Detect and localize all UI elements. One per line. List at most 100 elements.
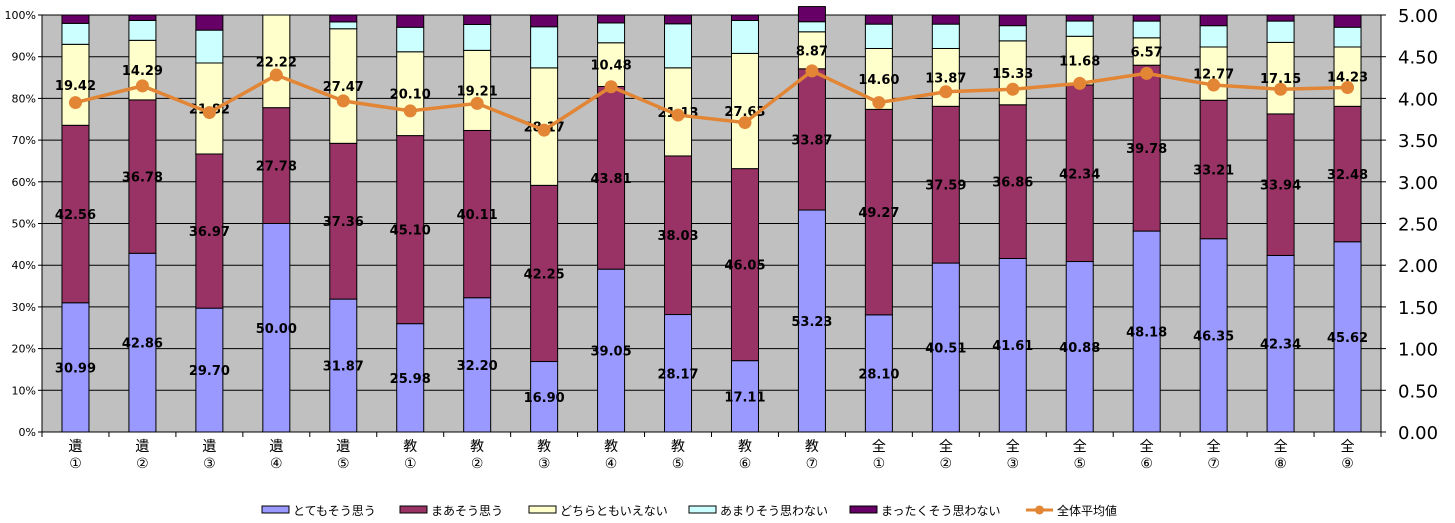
x-tick-label: ⑥ (1140, 456, 1153, 472)
data-label: 40.88 (1059, 341, 1100, 356)
y-right-tick-label: 0.50 (1398, 381, 1438, 402)
bar-segment (1333, 26, 1362, 48)
y-left-tick-label: 30% (12, 301, 36, 314)
data-label: 33.21 (1193, 163, 1234, 178)
x-tick-label: ① (404, 456, 417, 472)
bar-segment (597, 14, 626, 24)
y-left-tick-label: 50% (12, 218, 36, 231)
data-label: 8.87 (796, 44, 828, 59)
data-label: 30.99 (55, 361, 96, 376)
x-tick-label: 遺 (68, 439, 82, 455)
x-tick-label: ⑨ (1341, 456, 1354, 472)
data-label: 39.78 (1126, 142, 1167, 157)
bar-segment (329, 14, 358, 23)
bar-segment (262, 14, 291, 109)
x-tick-label: 教 (403, 439, 417, 455)
bar-segment (1065, 35, 1094, 86)
data-label: 32.20 (457, 359, 498, 374)
data-label: 49.27 (858, 206, 899, 221)
y-left-tick-label: 0% (19, 426, 36, 439)
bar-segment (463, 49, 492, 131)
data-label: 50.00 (256, 322, 297, 337)
y-right-tick-label: 2.00 (1398, 256, 1438, 277)
x-tick-label: 全 (1006, 438, 1020, 455)
x-tick-label: 全 (1341, 438, 1355, 455)
bar-segment (998, 14, 1027, 27)
x-tick-label: 全 (1073, 438, 1087, 455)
bar-segment (396, 26, 425, 53)
bar-segment (128, 252, 157, 433)
average-point (1140, 66, 1154, 80)
average-line (75, 68, 1348, 133)
legend-swatch (528, 505, 557, 514)
data-label: 12.77 (1193, 68, 1234, 83)
bar-segment (1132, 14, 1161, 22)
bar-segment (530, 184, 559, 363)
x-tick-label: ⑤ (337, 456, 350, 472)
bar-segment (195, 29, 224, 64)
legend-label: とてもそう思う (293, 504, 376, 518)
bar-segment (1199, 238, 1228, 433)
bar-segment (864, 23, 893, 49)
bar-segment (1333, 14, 1362, 28)
bar-segment (864, 14, 893, 25)
data-label: 17.15 (1260, 72, 1301, 87)
bar-segment (1266, 254, 1295, 433)
x-tick-label: ⑥ (739, 456, 752, 472)
bar-segment (797, 209, 826, 433)
average-point (470, 96, 484, 110)
bar-segment (1199, 14, 1228, 27)
data-label: 13.87 (925, 71, 966, 86)
data-label: 38.03 (657, 229, 698, 244)
bar-segment (1266, 14, 1295, 22)
x-tick-label: 教 (470, 439, 484, 455)
data-label: 42.86 (122, 337, 163, 352)
bar-segment (128, 19, 157, 41)
y-right-tick-label: 1.00 (1398, 340, 1438, 361)
average-point (738, 116, 752, 130)
x-tick-label: 教 (805, 439, 819, 455)
x-tick-label: ⑤ (1073, 456, 1086, 472)
bar-segment (664, 155, 693, 316)
data-label: 33.94 (1260, 179, 1301, 194)
bar-segment (1266, 41, 1295, 115)
bar-segment (664, 314, 693, 433)
data-label: 46.35 (1193, 329, 1234, 344)
x-tick-label: ⑦ (806, 456, 819, 472)
data-label: 11.68 (1059, 55, 1100, 70)
bar-segment (797, 21, 826, 33)
bar-segment (1132, 20, 1161, 39)
average-point (68, 96, 82, 110)
bar-segment (1199, 99, 1228, 240)
bar-segment (396, 323, 425, 433)
data-label: 20.10 (390, 88, 431, 103)
bar-segment (1266, 113, 1295, 256)
y-right-tick-label: 4.50 (1398, 48, 1438, 69)
y-right-tick-label: 5.00 (1398, 6, 1438, 27)
data-label: 46.05 (724, 259, 765, 274)
x-tick-label: ③ (538, 456, 551, 472)
x-tick-label: 全 (872, 438, 886, 455)
bar-segment (1199, 25, 1228, 48)
bar-segment (195, 14, 224, 31)
data-label: 17.11 (724, 390, 765, 405)
legend-label: あまりそう思わない (720, 504, 828, 518)
x-tick-label: 教 (738, 439, 752, 455)
data-label: 14.60 (858, 73, 899, 88)
average-point (1073, 76, 1087, 90)
data-label: 42.56 (55, 208, 96, 223)
bar-segment (195, 307, 224, 433)
y-left-tick-label: 20% (12, 343, 36, 356)
average-point (336, 94, 350, 108)
data-label: 37.59 (925, 179, 966, 194)
bar-segment (1333, 46, 1362, 107)
bar-segment (463, 297, 492, 433)
bar-segment (396, 14, 425, 28)
data-label: 28.17 (657, 367, 698, 382)
bar-segment (998, 104, 1027, 259)
data-label: 22.22 (256, 55, 297, 70)
x-tick-label: 全 (1207, 438, 1221, 455)
data-label: 32.48 (1327, 168, 1368, 183)
y-right-tick-label: 3.00 (1398, 173, 1438, 194)
